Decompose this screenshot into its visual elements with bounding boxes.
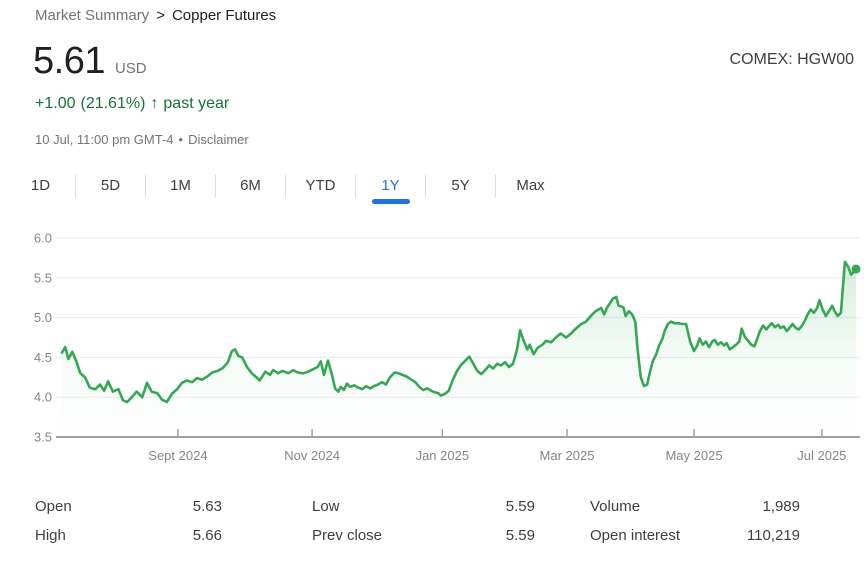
stat-row: Low 5.59 bbox=[312, 492, 535, 521]
tab-divider bbox=[215, 175, 216, 197]
breadcrumb: Market Summary > Copper Futures bbox=[35, 6, 276, 26]
y-axis-label: 5.0 bbox=[34, 310, 52, 325]
breadcrumb-separator: > bbox=[156, 7, 165, 24]
price-chart[interactable]: 3.5 4.0 4.5 5.0 5.5 6.0 Sept 2024 Nov 2024 Jan 2… bbox=[0, 220, 864, 472]
breadcrumb-market-summary-link[interactable]: Market Summary bbox=[35, 7, 150, 24]
stat-label: Prev close bbox=[312, 527, 383, 544]
tab-1d[interactable]: 1D bbox=[6, 168, 75, 204]
tab-1y[interactable]: 1Y bbox=[356, 168, 425, 204]
tab-divider bbox=[145, 175, 146, 197]
change-period: past year bbox=[163, 95, 230, 112]
y-axis-label: 3.5 bbox=[34, 430, 52, 445]
stat-row: Volume 1,989 bbox=[590, 492, 800, 521]
change-value: +1.00 bbox=[35, 95, 76, 112]
time-range-tabs: 1D 5D 1M 6M YTD 1Y 5Y Max bbox=[6, 168, 565, 204]
current-price: 5.61 bbox=[33, 40, 105, 82]
x-axis-label: May 2025 bbox=[665, 448, 722, 463]
tab-1m[interactable]: 1M bbox=[146, 168, 215, 204]
stat-label: High bbox=[35, 527, 66, 544]
stat-value: 5.59 bbox=[505, 498, 535, 515]
disclaimer-link[interactable]: Disclaimer bbox=[188, 132, 249, 147]
stat-row: Prev close 5.59 bbox=[312, 521, 535, 550]
timestamp-row: 10 Jul, 11:00 pm GMT-4 • Disclaimer bbox=[35, 132, 249, 147]
tab-divider bbox=[285, 175, 286, 197]
tab-ytd[interactable]: YTD bbox=[286, 168, 355, 204]
currency-label: USD bbox=[114, 60, 147, 77]
stats-column: Volume 1,989 Open interest 110,219 bbox=[590, 492, 800, 550]
tab-divider bbox=[75, 175, 76, 197]
stat-label: Low bbox=[312, 498, 340, 515]
active-tab-underline bbox=[371, 199, 410, 204]
stat-label: Open interest bbox=[590, 527, 681, 544]
stat-label: Volume bbox=[590, 498, 641, 515]
tab-divider bbox=[425, 175, 426, 197]
stat-value: 110,219 bbox=[746, 527, 800, 544]
stat-value: 5.66 bbox=[192, 527, 222, 544]
breadcrumb-current: Copper Futures bbox=[171, 7, 277, 24]
exchange-ticker: COMEX: HGW00 bbox=[729, 51, 854, 68]
timestamp: 10 Jul, 11:00 pm GMT-4 bbox=[35, 132, 174, 147]
chart-line bbox=[60, 260, 858, 404]
x-axis-label: Jul 2025 bbox=[797, 448, 846, 463]
change-percent: (21.61%) bbox=[80, 95, 146, 112]
tab-5d[interactable]: 5D bbox=[76, 168, 145, 204]
tab-divider bbox=[355, 175, 356, 197]
x-axis-label: Mar 2025 bbox=[540, 448, 595, 463]
stat-value: 5.63 bbox=[192, 498, 222, 515]
price-row: 5.61 USD bbox=[33, 40, 147, 83]
chart-area-fill bbox=[62, 261, 856, 437]
tab-max[interactable]: Max bbox=[496, 168, 565, 204]
y-axis-label: 5.5 bbox=[34, 270, 52, 285]
last-price-dot bbox=[851, 264, 861, 274]
tab-divider bbox=[495, 175, 496, 197]
stat-row: Open interest 110,219 bbox=[590, 521, 800, 550]
stat-row: High 5.66 bbox=[35, 521, 222, 550]
arrow-up-icon: ↑ bbox=[150, 95, 159, 112]
bullet-separator: • bbox=[178, 132, 184, 147]
key-stats: Open 5.63 High 5.66 Low 5.59 Prev close 5.59 Vol… bbox=[35, 492, 800, 550]
stat-label: Open bbox=[35, 498, 72, 515]
x-axis-label: Sept 2024 bbox=[148, 448, 207, 463]
stats-column: Open 5.63 High 5.66 bbox=[35, 492, 222, 550]
y-axis-label: 6.0 bbox=[34, 231, 52, 246]
stat-value: 5.59 bbox=[505, 527, 535, 544]
x-axis-label: Jan 2025 bbox=[416, 448, 470, 463]
tab-5y[interactable]: 5Y bbox=[426, 168, 495, 204]
y-axis-label: 4.0 bbox=[34, 390, 52, 405]
y-axis-label: 4.5 bbox=[34, 350, 52, 365]
tab-6m[interactable]: 6M bbox=[216, 168, 285, 204]
stat-value: 1,989 bbox=[762, 498, 800, 515]
stats-column: Low 5.59 Prev close 5.59 bbox=[312, 492, 535, 550]
price-change: +1.00 (21.61%) ↑ past year bbox=[35, 95, 234, 113]
x-axis-label: Nov 2024 bbox=[284, 448, 340, 463]
stat-row: Open 5.63 bbox=[35, 492, 222, 521]
